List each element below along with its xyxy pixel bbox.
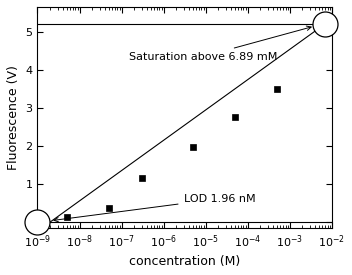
Text: Saturation above 6.89 mM: Saturation above 6.89 mM — [129, 26, 311, 62]
Y-axis label: Fluorescence (V): Fluorescence (V) — [7, 65, 20, 170]
X-axis label: concentration (M): concentration (M) — [129, 255, 240, 268]
Text: LOD 1.96 nM: LOD 1.96 nM — [54, 194, 255, 222]
